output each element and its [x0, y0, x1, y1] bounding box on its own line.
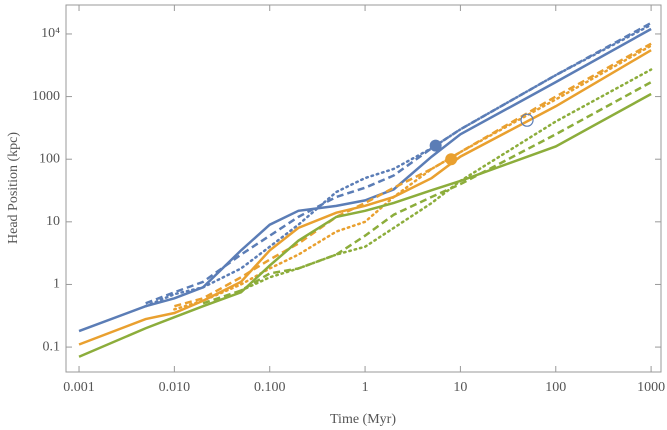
y-axis-label: Head Position (kpc) [6, 132, 21, 244]
x-tick-label: 100 [545, 380, 566, 395]
x-tick-label: 1 [362, 380, 369, 395]
y-tick-label: 1 [53, 277, 60, 292]
line-series [174, 42, 652, 308]
line-series [144, 23, 653, 308]
marker [445, 153, 458, 166]
line-series [202, 81, 652, 305]
line-series [78, 92, 652, 358]
x-tick-label: 1000 [637, 380, 665, 395]
line-series [173, 44, 653, 311]
x-tick-label: 0.001 [63, 380, 95, 395]
marker [429, 139, 442, 152]
x-axis-label: Time (Myr) [330, 412, 396, 427]
y-tick-label: 10 [46, 214, 60, 229]
plot-frame [65, 4, 662, 373]
x-tick-label: 10 [453, 380, 467, 395]
line-series [239, 68, 653, 292]
y-tick-label: 100 [39, 151, 60, 166]
x-tick-label: 0.010 [159, 380, 191, 395]
y-tick-label: 0.1 [43, 339, 61, 354]
line-series [78, 27, 652, 333]
y-tick-label: 1000 [32, 89, 60, 104]
y-tick-label: 10⁴ [41, 26, 60, 41]
x-tick-label: 0.100 [254, 380, 286, 395]
marker [520, 113, 534, 127]
line-series [145, 21, 652, 305]
